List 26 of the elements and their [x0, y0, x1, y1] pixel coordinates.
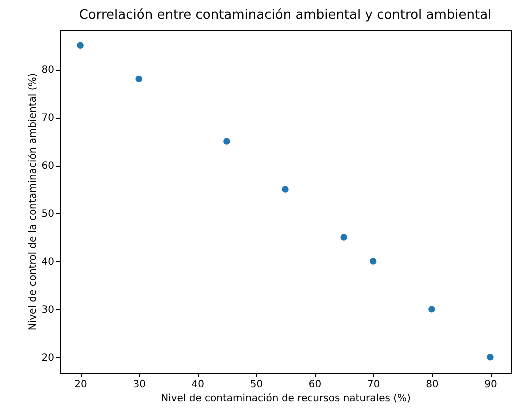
x-tick-label: 20 — [74, 380, 88, 390]
point — [77, 42, 84, 49]
y-tick-label: 40 — [42, 256, 54, 268]
point — [282, 186, 289, 193]
point — [370, 258, 377, 265]
chart-title: Correlación entre contaminación ambiental y control ambiental — [79, 8, 492, 23]
y-axis-title: Nivel de control de la contaminación ambiental (%) — [28, 73, 39, 331]
point — [224, 138, 230, 145]
y-tick-label: 20 — [42, 352, 54, 364]
point — [428, 306, 436, 313]
x-tick-label: 80 — [426, 380, 439, 390]
point — [136, 76, 142, 83]
y-tick-label: 80 — [42, 65, 54, 76]
x-tick-label: 30 — [133, 380, 146, 390]
x-tick-label: 50 — [250, 380, 264, 390]
x-tick-label: 90 — [484, 380, 498, 390]
x-tick-label: 40 — [192, 380, 205, 390]
point — [340, 234, 348, 241]
x-tick-label: 70 — [367, 380, 380, 390]
y-tick-label: 50 — [42, 208, 54, 220]
point — [487, 354, 494, 361]
x-tick-label: 60 — [308, 380, 322, 390]
y-tick-label: 30 — [42, 304, 54, 316]
x-axis-title: Nivel de contaminación de recursos naturales (%) — [161, 394, 412, 404]
y-tick-label: 70 — [42, 113, 54, 124]
y-tick-label: 60 — [42, 161, 54, 172]
